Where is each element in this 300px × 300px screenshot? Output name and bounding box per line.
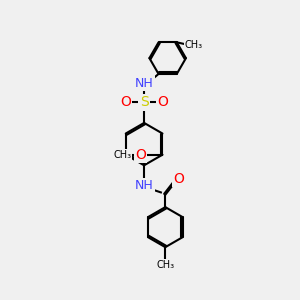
Text: O: O bbox=[120, 95, 131, 109]
Text: NH: NH bbox=[135, 179, 154, 192]
Text: NH: NH bbox=[135, 77, 154, 90]
Text: CH₃: CH₃ bbox=[113, 150, 131, 160]
Text: CH₃: CH₃ bbox=[184, 40, 202, 50]
Text: CH₃: CH₃ bbox=[156, 260, 174, 270]
Text: O: O bbox=[157, 95, 168, 109]
Text: O: O bbox=[173, 172, 184, 186]
Text: S: S bbox=[140, 95, 148, 109]
Text: O: O bbox=[135, 148, 146, 162]
